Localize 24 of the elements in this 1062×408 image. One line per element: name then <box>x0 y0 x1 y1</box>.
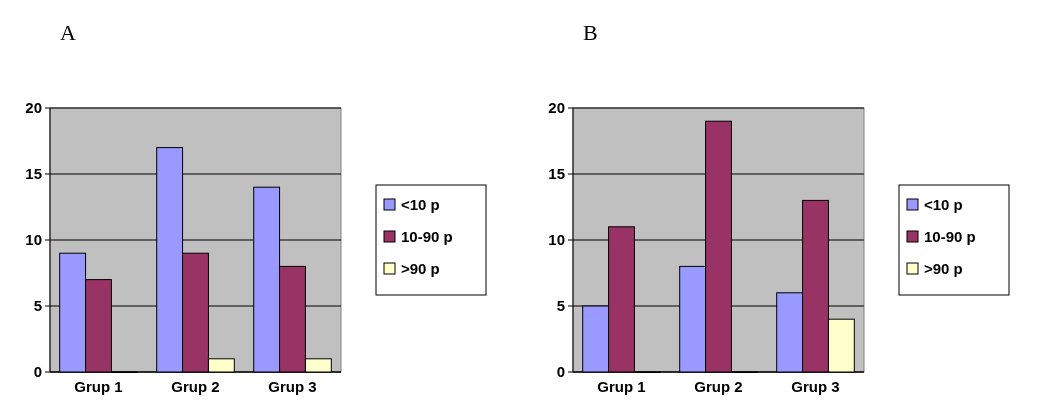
x-tick-label: Grup 3 <box>791 378 840 395</box>
x-tick-label: Grup 1 <box>74 378 123 395</box>
x-tick-label: Grup 3 <box>268 378 317 395</box>
y-tick-label: 20 <box>548 99 565 117</box>
y-tick-label: 10 <box>548 231 565 249</box>
chart-title: B <box>583 20 598 45</box>
x-tick-label: Grup 2 <box>171 378 220 395</box>
legend-label: >90 p <box>401 260 440 278</box>
x-tick-label: Grup 2 <box>694 378 743 395</box>
legend-label: <10 p <box>401 196 440 214</box>
x-tick-label: Grup 1 <box>597 378 646 395</box>
y-tick-label: 10 <box>25 231 42 249</box>
legend-label: <10 p <box>924 196 963 214</box>
legend-label: 10-90 p <box>401 228 453 246</box>
chart-title: A <box>60 20 76 45</box>
y-tick-label: 15 <box>548 165 565 183</box>
y-tick-label: 20 <box>25 99 42 117</box>
y-tick-label: 5 <box>556 297 565 315</box>
y-tick-label: 5 <box>33 297 42 315</box>
legend-label: >90 p <box>924 260 963 278</box>
y-tick-label: 15 <box>25 165 42 183</box>
legend-label: 10-90 p <box>924 228 976 246</box>
y-tick-label: 0 <box>556 363 565 381</box>
y-tick-label: 0 <box>33 363 42 381</box>
